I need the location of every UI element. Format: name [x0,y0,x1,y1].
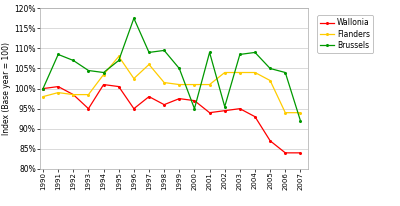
Flanders [56,91,60,94]
Wallonia [238,108,242,110]
Brussels [116,59,121,62]
Flanders [162,81,166,84]
Brussels [283,71,288,74]
Flanders [116,55,121,58]
Brussels [238,53,242,56]
Brussels [298,119,303,122]
Wallonia [207,111,212,114]
Flanders [101,73,106,76]
Brussels [101,71,106,74]
Flanders [147,63,152,66]
Flanders [207,83,212,86]
Wallonia [298,152,303,154]
Y-axis label: Index (Base year = 100): Index (Base year = 100) [2,42,12,135]
Wallonia [116,85,121,88]
Wallonia [162,103,166,106]
Wallonia [283,152,288,154]
Wallonia [71,93,76,96]
Brussels [41,87,46,90]
Wallonia [41,87,46,90]
Brussels [222,105,227,108]
Brussels [86,69,91,72]
Brussels [268,67,272,70]
Flanders [238,71,242,74]
Brussels [192,108,197,110]
Brussels [162,49,166,52]
Wallonia [192,99,197,102]
Brussels [147,51,152,54]
Wallonia [147,95,152,98]
Wallonia [268,140,272,142]
Line: Brussels: Brussels [42,18,301,122]
Brussels [71,59,76,62]
Flanders [192,83,197,86]
Line: Wallonia: Wallonia [42,84,301,154]
Flanders [86,93,91,96]
Brussels [207,51,212,54]
Flanders [253,71,258,74]
Flanders [298,111,303,114]
Legend: Wallonia, Flanders, Brussels: Wallonia, Flanders, Brussels [317,15,373,53]
Flanders [222,71,227,74]
Line: Flanders: Flanders [42,56,301,114]
Wallonia [132,108,136,110]
Wallonia [86,108,91,110]
Flanders [41,95,46,98]
Flanders [132,77,136,80]
Wallonia [56,85,60,88]
Wallonia [101,83,106,86]
Wallonia [222,109,227,112]
Brussels [253,51,258,54]
Wallonia [253,116,258,118]
Brussels [56,53,60,56]
Wallonia [177,97,182,100]
Brussels [132,17,136,20]
Flanders [177,83,182,86]
Flanders [71,93,76,96]
Brussels [177,67,182,70]
Flanders [283,111,288,114]
Flanders [268,79,272,82]
